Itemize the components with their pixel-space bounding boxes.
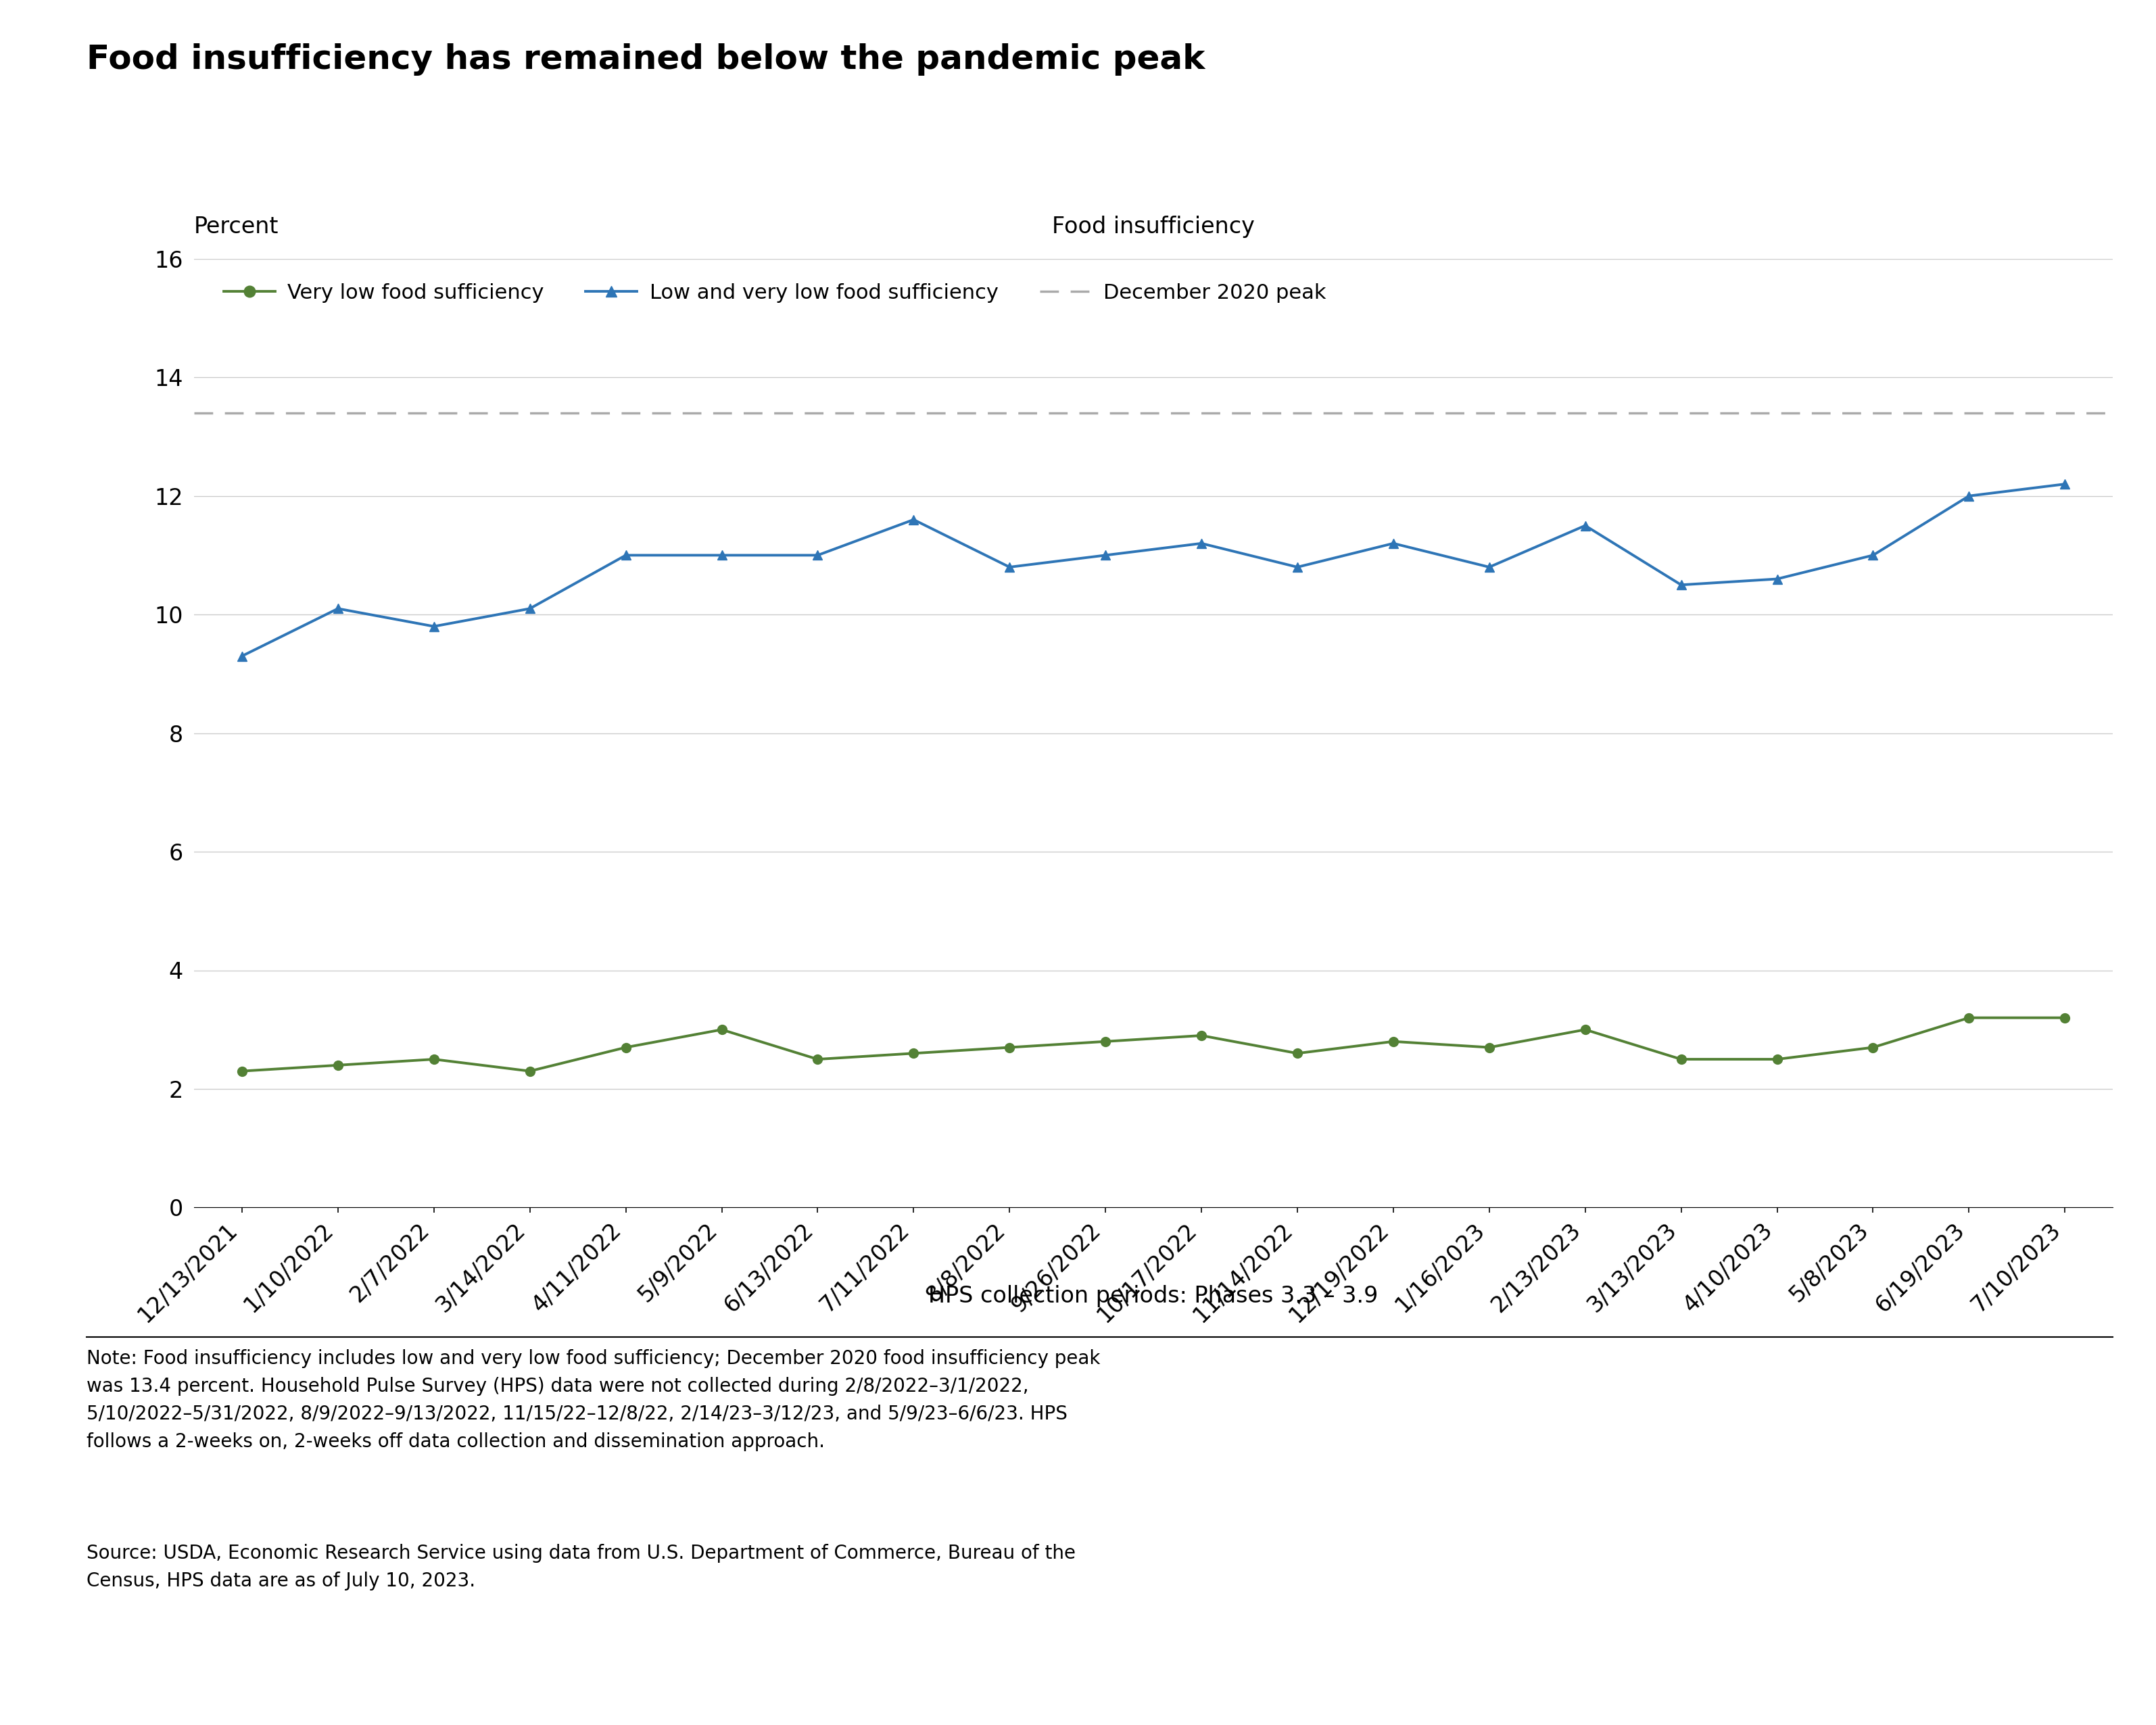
Text: Note: Food insufficiency includes low and very low food sufficiency; December 20: Note: Food insufficiency includes low an… — [86, 1349, 1100, 1451]
Text: HPS collection periods: Phases 3.3 – 3.9: HPS collection periods: Phases 3.3 – 3.9 — [929, 1285, 1378, 1308]
Text: Percent: Percent — [194, 216, 278, 238]
Text: Source: USDA, Economic Research Service using data from U.S. Department of Comme: Source: USDA, Economic Research Service … — [86, 1544, 1076, 1590]
Text: Food insufficiency has remained below the pandemic peak: Food insufficiency has remained below th… — [86, 43, 1205, 76]
Text: Food insufficiency: Food insufficiency — [1052, 216, 1255, 238]
Legend: Very low food sufficiency, Low and very low food sufficiency, December 2020 peak: Very low food sufficiency, Low and very … — [224, 283, 1326, 304]
